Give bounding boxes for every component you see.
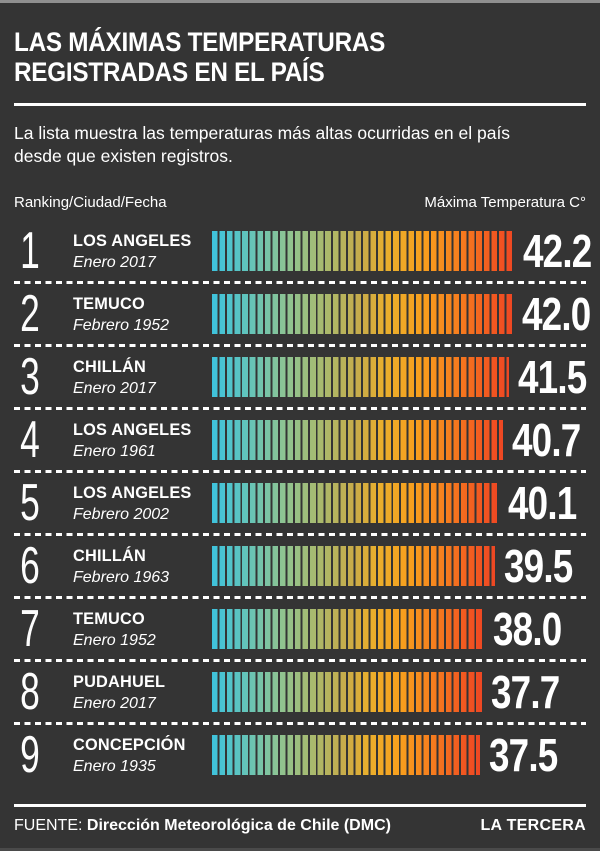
city-name: CONCEPCIÓN	[73, 734, 186, 754]
rank-number: 9	[20, 726, 40, 784]
source-label: FUENTE:	[14, 817, 83, 834]
record-date: Enero 2017	[73, 379, 156, 397]
dashed-separator	[14, 722, 586, 725]
temperature-value: 42.2	[523, 225, 592, 277]
footer-divider	[14, 804, 586, 807]
city-name: CHILLÁN	[73, 545, 146, 565]
city-name: TEMUCO	[73, 608, 145, 628]
temperature-value: 42.0	[522, 288, 591, 340]
city-date-block: LOS ANGELES Enero 1961	[73, 420, 212, 461]
city-date-block: PUDAHUEL Enero 2017	[73, 672, 212, 713]
temperature-bar	[212, 420, 503, 460]
temperature-bar	[212, 294, 513, 334]
temperature-bar	[212, 546, 495, 586]
temperature-value: 40.1	[508, 477, 577, 529]
city-name: CHILLÁN	[73, 356, 146, 376]
table-row: 9 CONCEPCIÓN Enero 1935 37.5	[14, 725, 586, 785]
dashed-separator	[14, 407, 586, 410]
footer: FUENTE: Dirección Meteorológica de Chile…	[14, 817, 586, 835]
dashed-separator	[14, 533, 586, 536]
table-row: 8 PUDAHUEL Enero 2017 37.7	[14, 662, 586, 722]
record-date: Febrero 1963	[73, 568, 170, 586]
subtitle: La lista muestra las temperaturas más al…	[14, 122, 586, 168]
rank-number: 1	[20, 222, 40, 280]
city-name: LOS ANGELES	[73, 230, 192, 250]
record-date: Enero 2017	[73, 253, 156, 271]
temperature-value: 37.7	[491, 666, 560, 718]
city-date-block: CHILLÁN Febrero 1963	[73, 546, 212, 587]
temperature-value: 39.5	[504, 540, 573, 592]
page-title: LAS MÁXIMAS TEMPERATURAS REGISTRADAS EN …	[14, 27, 529, 87]
rank-number: 6	[20, 537, 40, 595]
record-date: Enero 1935	[73, 757, 156, 775]
source-value: Dirección Meteorológica de Chile (DMC)	[86, 817, 391, 834]
temperature-bar	[212, 357, 509, 397]
brand-logo: LA TERCERA	[480, 817, 586, 834]
city-date-block: LOS ANGELES Febrero 2002	[73, 483, 212, 524]
rank-number: 4	[20, 411, 40, 469]
table-row: 4 LOS ANGELES Enero 1961 40.7	[14, 410, 586, 470]
title-line-1: LAS MÁXIMAS TEMPERATURAS	[14, 27, 386, 57]
column-headers: Ranking/Ciudad/Fecha Máxima Temperatura …	[14, 194, 586, 211]
dashed-separator	[14, 281, 586, 284]
temperature-bar	[212, 672, 482, 712]
record-date: Febrero 2002	[73, 505, 170, 523]
table-row: 5 LOS ANGELES Febrero 2002 40.1	[14, 473, 586, 533]
column-header-left: Ranking/Ciudad/Fecha	[14, 194, 167, 211]
city-date-block: LOS ANGELES Enero 2017	[73, 231, 212, 272]
record-date: Enero 1952	[73, 631, 156, 649]
table-row: 7 TEMUCO Enero 1952 38.0	[14, 599, 586, 659]
title-divider	[14, 103, 586, 106]
temperature-bar	[212, 483, 499, 523]
city-name: LOS ANGELES	[73, 419, 192, 439]
record-date: Enero 1961	[73, 442, 156, 460]
city-date-block: CONCEPCIÓN Enero 1935	[73, 735, 212, 776]
dashed-separator	[14, 596, 586, 599]
dashed-separator	[14, 344, 586, 347]
infographic: LAS MÁXIMAS TEMPERATURAS REGISTRADAS EN …	[0, 27, 600, 835]
column-header-right: Máxima Temperatura C°	[424, 194, 586, 211]
city-date-block: CHILLÁN Enero 2017	[73, 357, 212, 398]
table-row: 6 CHILLÁN Febrero 1963 39.5	[14, 536, 586, 596]
rank-number: 7	[20, 600, 40, 658]
city-name: LOS ANGELES	[73, 482, 192, 502]
temperature-value: 37.5	[489, 729, 558, 781]
source-text: FUENTE: Dirección Meteorológica de Chile…	[14, 817, 391, 835]
table-row: 3 CHILLÁN Enero 2017 41.5	[14, 347, 587, 407]
temperature-value: 41.5	[518, 351, 587, 403]
city-date-block: TEMUCO Febrero 1952	[73, 294, 212, 335]
temperature-bar	[212, 735, 480, 775]
subtitle-line-2: desde que existen registros.	[14, 146, 233, 166]
title-line-2: REGISTRADAS EN EL PAÍS	[14, 57, 325, 87]
temperature-bar	[212, 231, 514, 271]
rank-number: 2	[20, 285, 40, 343]
ranking-list: 1 LOS ANGELES Enero 2017 42.2 2 TEMUCO F…	[14, 221, 592, 785]
table-row: 2 TEMUCO Febrero 1952 42.0	[14, 284, 591, 344]
rank-number: 3	[20, 348, 40, 406]
dashed-separator	[14, 470, 586, 473]
city-name: TEMUCO	[73, 293, 145, 313]
table-row: 1 LOS ANGELES Enero 2017 42.2	[14, 221, 592, 281]
city-date-block: TEMUCO Enero 1952	[73, 609, 212, 650]
rank-number: 5	[20, 474, 40, 532]
rank-number: 8	[20, 663, 40, 721]
temperature-value: 40.7	[512, 414, 581, 466]
city-name: PUDAHUEL	[73, 671, 166, 691]
record-date: Febrero 1952	[73, 316, 170, 334]
subtitle-line-1: La lista muestra las temperaturas más al…	[14, 123, 511, 143]
temperature-bar	[212, 609, 484, 649]
dashed-separator	[14, 659, 586, 662]
record-date: Enero 2017	[73, 694, 156, 712]
temperature-value: 38.0	[493, 603, 562, 655]
